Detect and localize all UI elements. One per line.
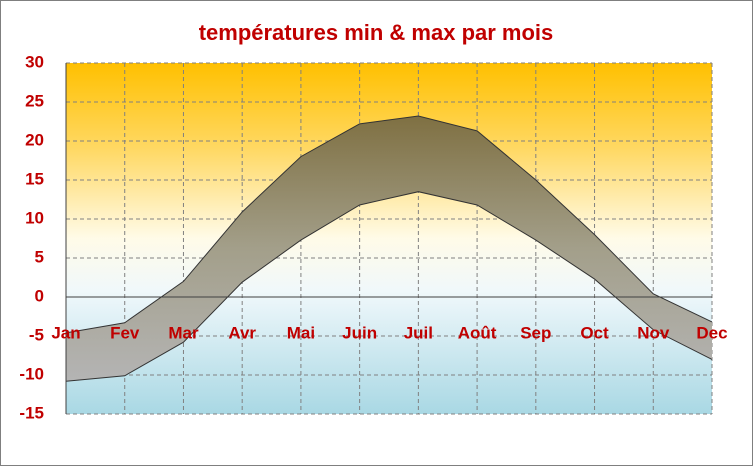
series-line [65,115,713,334]
y-tick-label: 30 [25,52,44,71]
x-tick-label: Avr [228,323,256,342]
y-tick-label: -5 [29,325,44,344]
y-tick-label: 10 [25,208,44,227]
y-tick-label: 0 [35,286,44,305]
y-tick-label: 20 [25,130,44,149]
y-tick-label: 15 [25,169,44,188]
y-tick-label: -15 [19,403,44,422]
x-tick-label: Août [458,323,497,342]
x-tick-label: Mai [287,323,315,342]
y-tick-label: -10 [19,364,44,383]
x-tick-label: Juin [342,323,377,342]
x-tick-label: Fev [110,323,140,342]
range-band [66,116,712,382]
x-tick-label: Jan [51,323,80,342]
plot-area [66,63,712,414]
y-tick-label: 25 [25,91,44,110]
y-tick-label: 5 [35,247,44,266]
x-tick-label: Sep [520,323,551,342]
x-tick-label: Oct [580,323,609,342]
x-tick-label: Juil [404,323,433,342]
x-tick-label: Nov [637,323,670,342]
chart-title: températures min & max par mois [199,20,554,45]
x-tick-label: Dec [696,323,727,342]
x-tick-label: Mar [168,323,199,342]
series-line [65,191,713,382]
